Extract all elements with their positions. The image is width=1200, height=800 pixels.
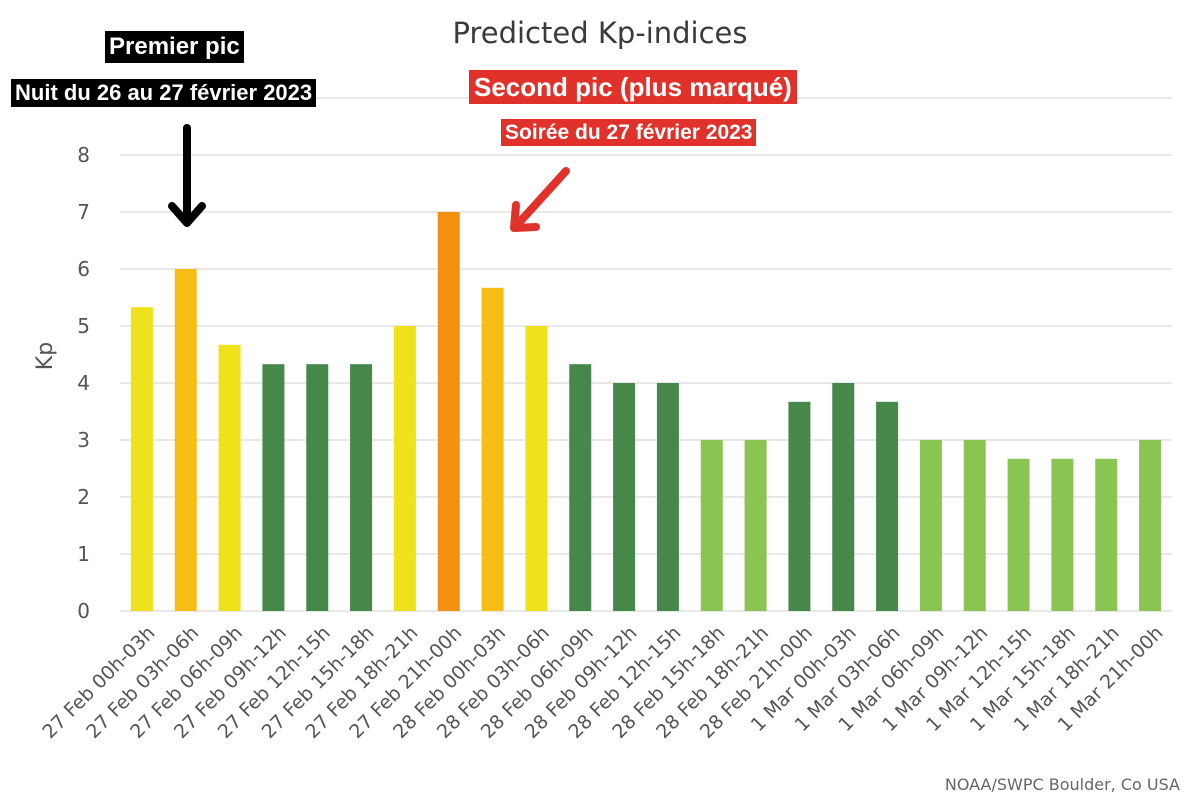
bar [393,326,416,611]
bar [1007,458,1030,611]
bars [130,212,1162,611]
bar [1051,458,1074,611]
bar [306,364,329,611]
bar [656,383,679,611]
bar [174,269,197,611]
bar [613,383,636,611]
annotation-second-pic: Second pic (plus marqué) [469,70,797,104]
arrow-down-left-icon [510,167,570,232]
bar [1095,458,1118,611]
arrow-down-icon [168,124,206,227]
bar [481,287,504,611]
bar [437,212,460,611]
bar [832,383,855,611]
y-tick-label: 3 [77,428,90,452]
y-tick-label: 8 [77,143,90,167]
bar [525,326,548,611]
bar [262,364,285,611]
bar [569,364,592,611]
bar [130,307,153,611]
y-tick-label: 4 [77,371,90,395]
bar [218,344,241,611]
bar [876,401,899,611]
y-tick-label: 1 [77,542,90,566]
y-tick-label: 7 [77,200,90,224]
annotation-second-pic-date: Soirée du 27 février 2023 [501,119,757,146]
bar [700,440,723,611]
bar [788,401,811,611]
bar [744,440,767,611]
bar [1139,440,1162,611]
annotation-premier-pic-date: Nuit du 26 au 27 février 2023 [11,79,317,107]
y-tick-label: 0 [77,599,90,623]
bar [919,440,942,611]
gridlines [120,97,1172,612]
y-tick-label: 5 [77,314,90,338]
source-credit: NOAA/SWPC Boulder, Co USA [945,775,1180,794]
y-tick-labels: 0 1 2 3 4 5 6 7 8 [77,143,90,623]
y-tick-label: 6 [77,257,90,281]
chart-title: Predicted Kp-indices [452,16,747,50]
bar [963,440,986,611]
bar [350,364,373,611]
annotation-premier-pic: Premier pic [105,31,244,63]
y-axis-label: Kp [33,342,58,370]
y-tick-label: 2 [77,485,90,509]
